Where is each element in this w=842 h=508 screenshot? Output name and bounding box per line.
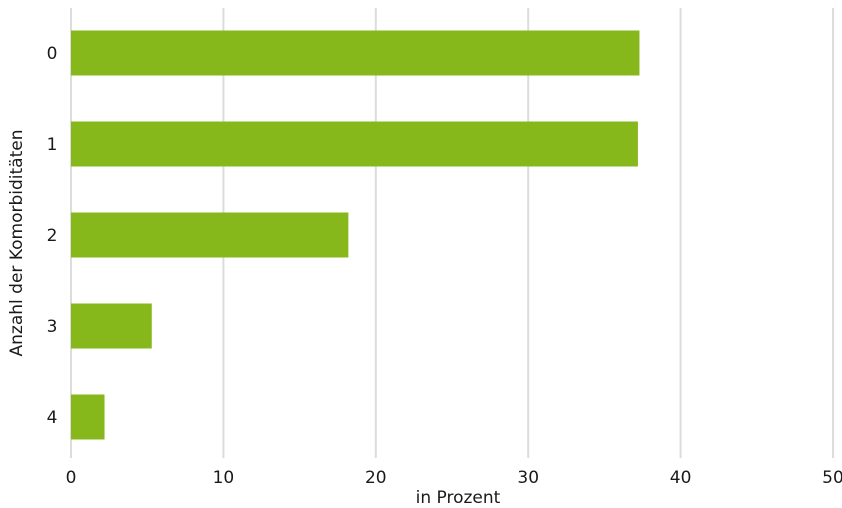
x-tick-label-50: 50 <box>822 468 842 488</box>
x-axis-title: in Prozent <box>416 488 501 508</box>
bars <box>71 30 640 440</box>
grid-lines <box>70 8 834 458</box>
y-tick-label-3: 3 <box>47 317 58 337</box>
x-tick-label-20: 20 <box>365 468 387 488</box>
bar-2 <box>71 212 349 258</box>
x-tick-label-0: 0 <box>66 468 77 488</box>
y-tick-label-2: 2 <box>47 226 58 246</box>
bar-0 <box>71 30 640 76</box>
x-tick-label-10: 10 <box>213 468 235 488</box>
y-tick-label-1: 1 <box>47 135 58 155</box>
x-tick-label-30: 30 <box>517 468 539 488</box>
bar-4 <box>71 394 105 440</box>
y-tick-label-0: 0 <box>47 44 58 64</box>
bar-1 <box>71 121 638 167</box>
x-tick-label-40: 40 <box>670 468 692 488</box>
y-tick-label-4: 4 <box>47 408 58 428</box>
y-axis-title: Anzahl der Komorbiditäten <box>7 130 27 357</box>
y-tick-labels: 0 1 2 3 4 <box>47 44 58 428</box>
bar-3 <box>71 303 152 349</box>
x-tick-labels: 0 10 20 30 40 50 <box>66 468 842 488</box>
